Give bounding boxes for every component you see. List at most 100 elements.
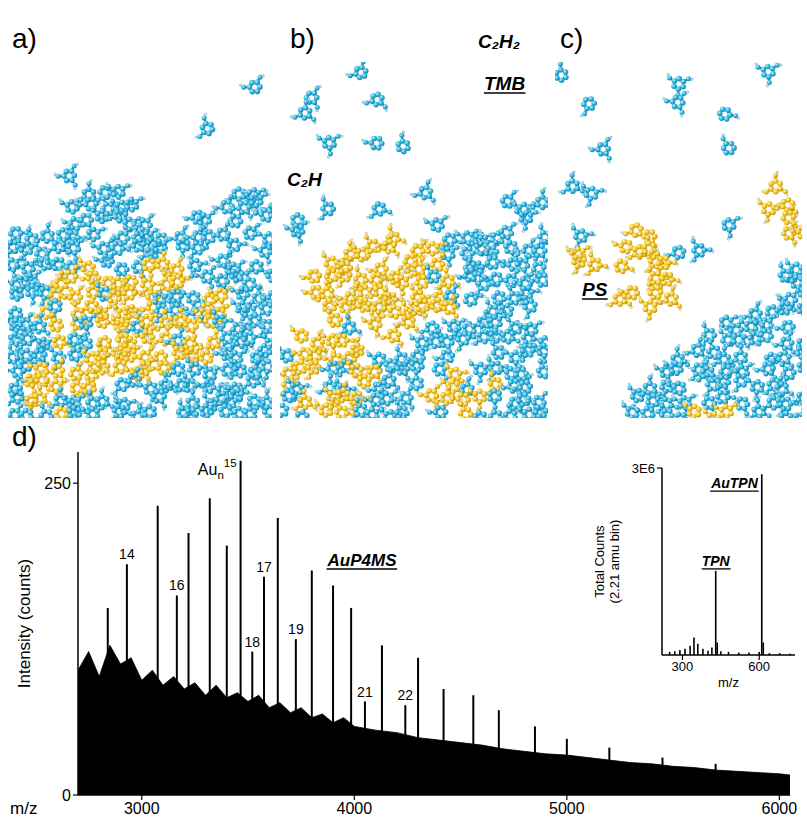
atom xyxy=(148,231,154,237)
atom xyxy=(199,307,205,313)
atom xyxy=(25,291,31,297)
hydrogen xyxy=(187,225,189,227)
hydrogen xyxy=(148,266,150,268)
hydrogen xyxy=(229,304,231,306)
hydrogen xyxy=(250,272,252,274)
atom xyxy=(179,266,185,272)
atom xyxy=(206,131,212,137)
hydrogen xyxy=(164,269,166,271)
hydrogen xyxy=(139,295,141,297)
hydrogen xyxy=(54,173,56,175)
hydrogen xyxy=(279,286,281,288)
atom xyxy=(195,292,201,298)
atom xyxy=(129,295,135,301)
atom xyxy=(34,242,39,247)
atom xyxy=(206,314,212,320)
atom xyxy=(103,276,109,282)
atom xyxy=(41,327,47,333)
atom xyxy=(38,291,44,297)
atom xyxy=(46,331,51,336)
atom xyxy=(27,272,33,278)
hydrogen xyxy=(138,308,140,310)
atom xyxy=(102,323,108,329)
hydrogen xyxy=(140,312,142,314)
atom xyxy=(82,262,88,268)
atom xyxy=(99,287,105,293)
molecule xyxy=(54,163,79,190)
atom xyxy=(265,217,271,223)
hydrogen xyxy=(113,302,115,304)
atom xyxy=(159,318,165,324)
atom xyxy=(36,270,41,275)
atom xyxy=(121,281,126,286)
atom xyxy=(100,241,106,247)
atom xyxy=(103,308,109,314)
atom xyxy=(185,240,191,246)
atom xyxy=(207,279,213,285)
atom xyxy=(261,243,267,249)
hydrogen xyxy=(130,221,132,223)
hydrogen xyxy=(261,289,263,291)
molecule xyxy=(265,268,282,289)
atom xyxy=(236,294,242,300)
molecule xyxy=(240,75,265,95)
atom xyxy=(220,308,226,314)
molecule xyxy=(119,279,144,306)
hydrogen xyxy=(251,245,253,247)
atom xyxy=(111,284,117,290)
atom xyxy=(70,240,76,246)
atom xyxy=(36,282,41,287)
atom xyxy=(139,246,145,252)
atom xyxy=(209,284,214,289)
hydrogen xyxy=(183,311,185,313)
atom xyxy=(148,290,154,296)
atom xyxy=(48,321,54,327)
atom xyxy=(192,249,198,255)
hydrogen xyxy=(78,264,80,266)
hydrogen xyxy=(49,221,51,223)
atom xyxy=(141,241,147,247)
hydrogen xyxy=(10,322,12,324)
atom xyxy=(260,216,266,222)
hydrogen xyxy=(147,253,149,255)
figure: a)b)C₂H₂TMBC₂Hc)PS1416Aun151817192122300… xyxy=(0,0,807,823)
atom xyxy=(233,322,239,328)
hydrogen xyxy=(77,308,79,310)
atom xyxy=(226,265,231,270)
atom xyxy=(10,294,16,300)
atom xyxy=(103,315,109,321)
atom xyxy=(65,207,71,213)
atom xyxy=(72,302,77,307)
hydrogen xyxy=(266,189,268,191)
hydrogen xyxy=(130,251,132,253)
atom xyxy=(249,235,255,241)
atom xyxy=(150,281,156,287)
atom xyxy=(5,254,10,259)
atom xyxy=(71,278,77,284)
hydrogen xyxy=(256,230,258,232)
bond xyxy=(272,310,278,312)
atom xyxy=(32,321,38,327)
atom xyxy=(217,287,223,293)
atom xyxy=(217,227,223,233)
atom xyxy=(239,286,245,292)
atom xyxy=(181,290,186,295)
hydrogen xyxy=(244,190,246,192)
hydrogen xyxy=(114,310,116,312)
atom xyxy=(123,322,129,328)
hydrogen xyxy=(38,305,40,307)
atom xyxy=(140,218,146,224)
atom xyxy=(65,278,71,284)
atom xyxy=(239,210,244,215)
atom xyxy=(69,199,75,205)
hydrogen xyxy=(42,312,44,314)
atom xyxy=(110,199,115,204)
atom xyxy=(246,276,252,282)
atom xyxy=(268,290,274,296)
atom xyxy=(60,227,66,233)
atom xyxy=(113,305,118,310)
atom xyxy=(4,279,9,284)
hydrogen xyxy=(213,308,215,310)
atom xyxy=(240,300,246,306)
atom xyxy=(222,289,228,295)
